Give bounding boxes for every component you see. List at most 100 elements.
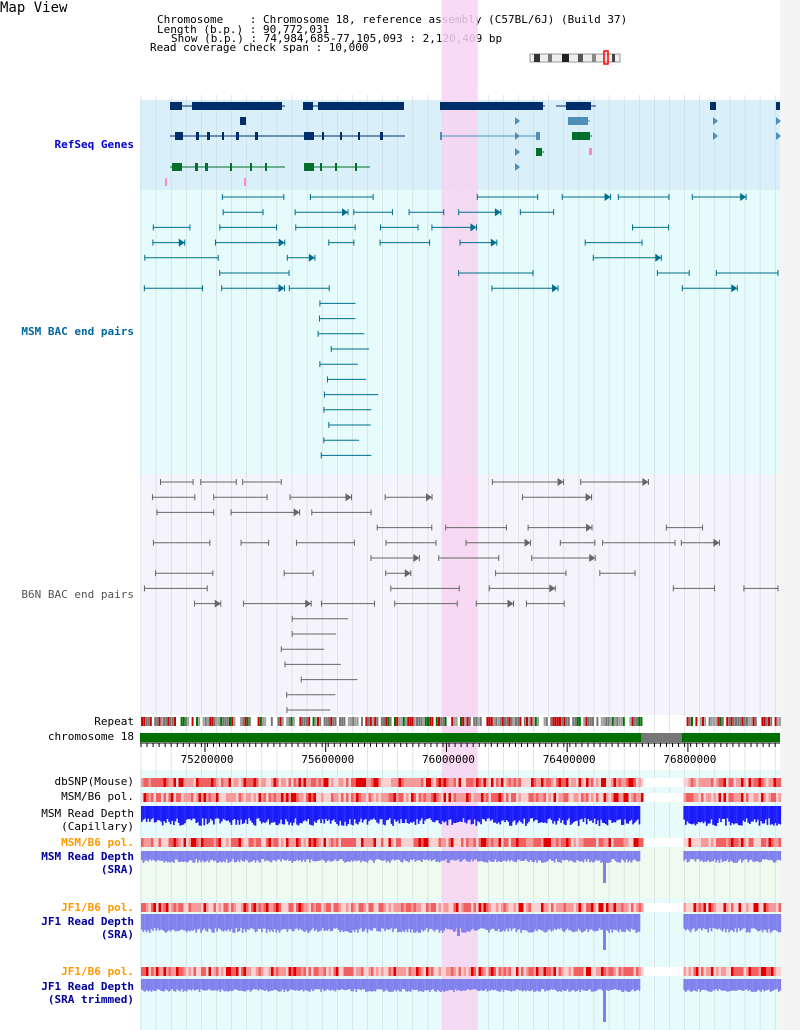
heat-cell [383, 838, 387, 847]
repeat-block [691, 717, 693, 726]
depth-bar [216, 806, 218, 819]
depth-bar [379, 851, 382, 861]
depth-bar [747, 979, 750, 992]
heat-cell [631, 793, 634, 802]
heat-cell [598, 903, 602, 912]
depth-bar [459, 851, 462, 862]
heat-cell [503, 793, 507, 802]
heat-cell [213, 838, 217, 847]
heat-cell [771, 793, 774, 802]
heat-cell [716, 778, 719, 787]
track-label-msm-bac[interactable]: MSM BAC end pairs [21, 325, 134, 338]
repeat-block [431, 717, 434, 726]
depth-bar [717, 851, 719, 861]
depth-bar [361, 914, 364, 932]
depth-bar [171, 851, 174, 862]
depth-bar [153, 914, 156, 929]
depth-bar [253, 979, 255, 990]
depth-bar [149, 851, 151, 860]
depth-bar [683, 979, 686, 991]
repeat-block [284, 717, 286, 726]
heat-cell [713, 967, 717, 976]
heat-cell [351, 967, 354, 976]
depth-bar [261, 806, 263, 824]
heat-cell [741, 838, 744, 847]
depth-bar [691, 806, 694, 825]
depth-bar [688, 806, 690, 824]
heat-cell [463, 903, 467, 912]
depth-bar [219, 914, 222, 930]
depth-bar [302, 851, 305, 860]
depth-bar [496, 851, 498, 863]
depth-bar [339, 914, 342, 933]
heat-cell [688, 778, 692, 787]
heat-cell [248, 967, 252, 976]
heat-cell [483, 967, 487, 976]
depth-bar [597, 914, 599, 931]
depth-bar [174, 914, 177, 932]
repeat-block [724, 717, 726, 726]
heat-cell [313, 838, 317, 847]
repeat-block [374, 717, 377, 726]
heat-cell [238, 793, 242, 802]
depth-bar [632, 914, 634, 930]
depth-bar [389, 979, 391, 992]
heat-cell [566, 838, 569, 847]
depth-bar [185, 806, 188, 820]
depth-bar [718, 851, 721, 863]
heat-cell [311, 967, 314, 976]
depth-bar [531, 914, 534, 933]
heat-cell [306, 967, 309, 976]
depth-bar [193, 914, 196, 930]
depth-bar [520, 806, 522, 823]
gene-exon [170, 102, 182, 110]
heat-cell [453, 967, 457, 976]
gene-exon [358, 132, 360, 140]
depth-bar [417, 851, 420, 861]
heat-cell [693, 778, 697, 787]
depth-bar [205, 851, 207, 862]
heat-cell [408, 903, 412, 912]
heat-cell [618, 778, 622, 787]
depth-bar [704, 979, 706, 991]
depth-bar [737, 806, 740, 826]
heat-cell [686, 967, 689, 976]
depth-bar [539, 806, 542, 823]
ideogram-body [529, 53, 621, 63]
heat-cell [258, 903, 262, 912]
heat-gap [656, 967, 659, 976]
depth-bar [624, 806, 626, 820]
heat-cell [703, 838, 707, 847]
depth-bar [776, 806, 778, 826]
heat-cell [558, 778, 562, 787]
depth-bar [606, 851, 609, 863]
depth-bar [776, 914, 778, 932]
depth-bar [253, 851, 255, 861]
gene-exon [536, 132, 540, 140]
depth-bar [233, 914, 236, 933]
track-label-b6n-bac[interactable]: B6N BAC end pairs [21, 588, 134, 601]
heat-cell [591, 793, 594, 802]
heat-cell [281, 778, 284, 787]
depth-bar [694, 979, 697, 992]
heat-cell [518, 903, 522, 912]
heat-cell [393, 778, 397, 787]
depth-bar [760, 914, 762, 930]
heat-cell [558, 967, 562, 976]
heat-cell [486, 967, 489, 976]
depth-bar [547, 914, 550, 931]
heat-cell [693, 838, 697, 847]
repeat-block [352, 717, 355, 726]
depth-bar [582, 979, 585, 991]
heat-cell [276, 967, 279, 976]
track-label-refseq[interactable]: RefSeq Genes [54, 138, 134, 151]
depth-bar [598, 806, 601, 826]
heat-cell [478, 903, 482, 912]
heat-cell [351, 838, 354, 847]
depth-bar [597, 851, 599, 861]
heat-gap [656, 903, 659, 912]
depth-bar [582, 914, 585, 932]
depth-bar [248, 851, 250, 863]
depth-bar [552, 914, 554, 931]
